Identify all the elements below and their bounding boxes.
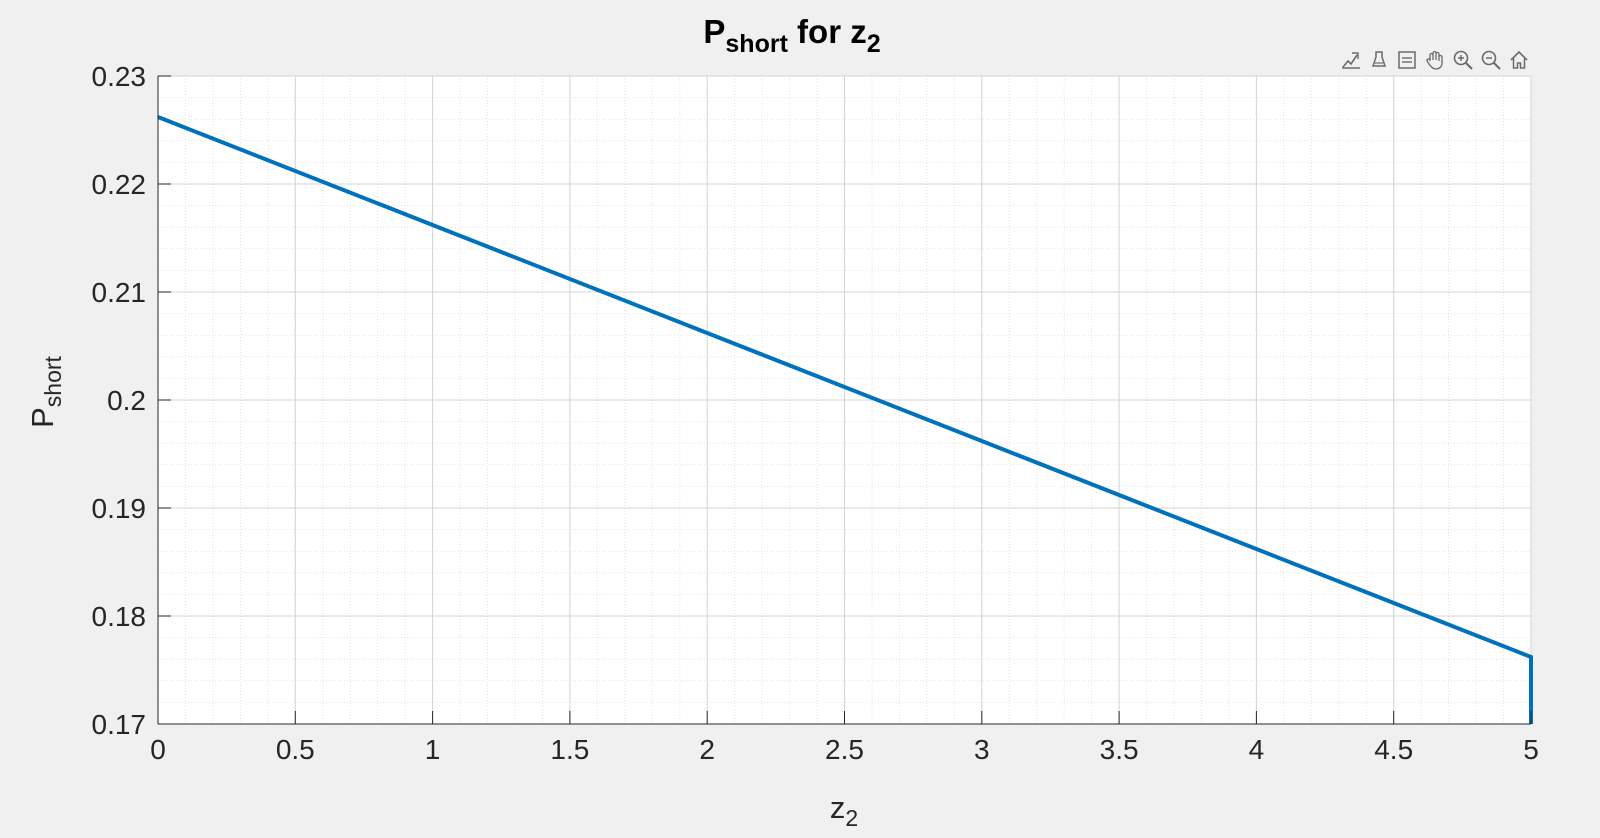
x-tick-label: 2 — [699, 734, 715, 765]
data-tips-button[interactable] — [1338, 48, 1364, 72]
axis-lines — [157, 75, 1532, 725]
export-button[interactable] — [1394, 48, 1420, 72]
y-tick-label: 0.22 — [92, 169, 147, 200]
zoom-out-icon — [1481, 50, 1501, 70]
y-axis-label: Pshort — [25, 355, 66, 427]
y-tick-label: 0.2 — [107, 385, 146, 416]
data-tips-icon — [1342, 52, 1360, 69]
y-tick-label: 0.17 — [92, 709, 147, 740]
brush-icon — [1371, 51, 1387, 67]
x-tick-label: 2.5 — [825, 734, 864, 765]
x-tick-label: 0.5 — [276, 734, 315, 765]
x-tick-label: 4.5 — [1374, 734, 1413, 765]
x-tick-label: 4 — [1249, 734, 1265, 765]
plot-area[interactable] — [157, 75, 1533, 725]
x-tick-label: 3 — [974, 734, 990, 765]
x-tick-label: 0 — [150, 734, 166, 765]
y-tick-label: 0.19 — [92, 493, 147, 524]
series-layer — [157, 115, 1533, 724]
export-icon — [1398, 51, 1416, 69]
pan-icon — [1426, 50, 1443, 70]
y-tick-label: 0.21 — [92, 277, 147, 308]
zoom-in-button[interactable] — [1450, 48, 1476, 72]
y-tick-labels: 0.17 0.18 0.19 0.2 0.21 0.22 0.23 — [92, 61, 147, 740]
x-tick-label: 1 — [425, 734, 441, 765]
y-tick-label: 0.23 — [92, 61, 147, 92]
zoom-in-icon — [1453, 50, 1473, 70]
x-tick-labels: 0 0.5 1 1.5 2 2.5 3 3.5 4 4.5 5 — [150, 734, 1539, 765]
zoom-out-button[interactable] — [1478, 48, 1504, 72]
x-tick-label: 5 — [1523, 734, 1539, 765]
y-tick-label: 0.18 — [92, 601, 147, 632]
x-tick-label: 3.5 — [1100, 734, 1139, 765]
brush-button[interactable] — [1366, 48, 1392, 72]
chart-title: Pshort for z2 — [703, 13, 880, 58]
axes-toolbar — [1338, 48, 1532, 72]
home-icon — [1510, 50, 1528, 69]
x-tick-label: 1.5 — [550, 734, 589, 765]
x-axis-label: z2 — [830, 790, 858, 831]
pan-button[interactable] — [1422, 48, 1448, 72]
series-line-1 — [157, 115, 1533, 724]
home-button[interactable] — [1506, 48, 1532, 72]
